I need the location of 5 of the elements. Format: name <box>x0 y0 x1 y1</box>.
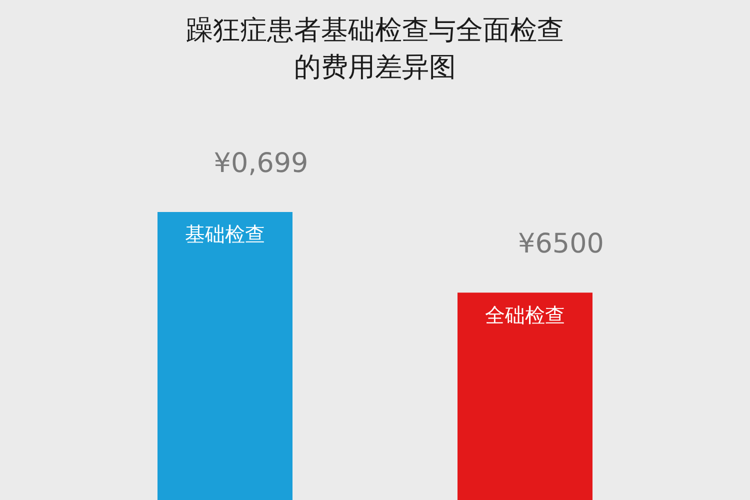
chart-title: 躁狂症患者基础检查与全面检查的费用差异图 <box>185 14 565 85</box>
x-tick-label: 全础检查 <box>485 302 565 327</box>
annotation: ¥6500 <box>518 228 604 260</box>
x-tick-label: 基础检查 <box>185 222 265 246</box>
annotation: ¥0,699 <box>214 148 308 180</box>
